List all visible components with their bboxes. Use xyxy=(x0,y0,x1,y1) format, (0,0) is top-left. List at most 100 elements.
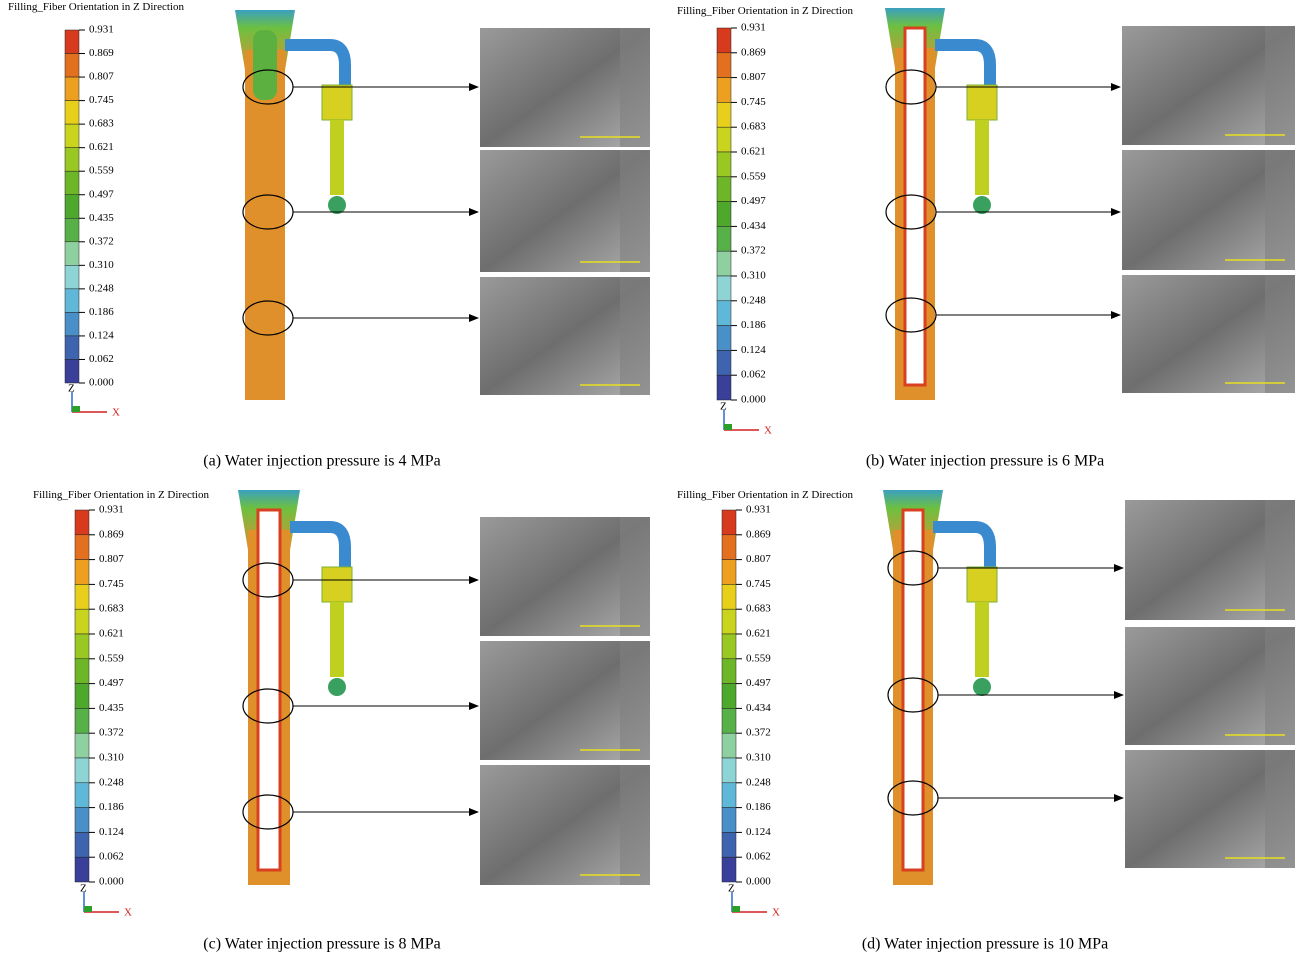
scale-segment xyxy=(722,659,736,684)
sem-edge xyxy=(620,150,650,272)
scale-label: 0.869 xyxy=(741,46,766,58)
scale-segment xyxy=(717,326,731,351)
overflow-box xyxy=(322,85,352,120)
scale-segment xyxy=(65,265,79,289)
scale-label: 0.559 xyxy=(741,170,766,182)
axis-x-label: X xyxy=(764,425,772,437)
scale-segment xyxy=(722,708,736,733)
axis-x-label: X xyxy=(124,907,132,919)
sem-edge xyxy=(620,641,650,760)
scale-segment xyxy=(722,609,736,634)
scale-label: 0.310 xyxy=(89,259,114,271)
scale-segment xyxy=(75,560,89,585)
sem-edge xyxy=(620,28,650,147)
scale-label: 0.310 xyxy=(741,270,766,282)
axis-z-label: Z xyxy=(80,883,87,895)
axis-origin xyxy=(724,424,732,430)
scale-segment xyxy=(717,102,731,127)
axis-origin xyxy=(84,906,92,912)
scale-label: 0.621 xyxy=(746,628,771,640)
scale-segment xyxy=(717,127,731,152)
scale-label: 0.000 xyxy=(99,876,124,888)
scale-label: 0.372 xyxy=(746,727,771,739)
scale-label: 0.931 xyxy=(746,504,771,516)
core xyxy=(253,30,277,100)
scale-label: 0.124 xyxy=(89,329,114,341)
scale-label: 0.434 xyxy=(746,702,771,714)
scale-segment xyxy=(65,77,79,101)
scale-segment xyxy=(65,101,79,125)
scale-label: 0.559 xyxy=(746,652,771,664)
scale-label: 0.000 xyxy=(746,876,771,888)
scale-segment xyxy=(75,758,89,783)
scale-segment xyxy=(65,30,79,54)
scale-label: 0.000 xyxy=(89,377,114,389)
scale-segment xyxy=(75,832,89,857)
sem-edge xyxy=(620,765,650,885)
scale-segment xyxy=(65,312,79,336)
scale-segment xyxy=(722,684,736,709)
scale-label: 0.248 xyxy=(89,282,114,294)
caption: (d) Water injection pressure is 10 MPa xyxy=(862,936,1108,953)
scale-segment xyxy=(75,733,89,758)
scale-label: 0.062 xyxy=(89,353,114,365)
scale-segment xyxy=(717,301,731,326)
runner xyxy=(290,527,345,567)
scale-segment xyxy=(75,857,89,882)
scale-segment xyxy=(75,510,89,535)
scale-label: 0.372 xyxy=(99,727,124,739)
scale-segment xyxy=(722,560,736,585)
scale-segment xyxy=(722,783,736,808)
scale-segment xyxy=(717,202,731,227)
scale-label: 0.186 xyxy=(741,319,766,331)
scale-label: 0.062 xyxy=(746,851,771,863)
scale-label: 0.683 xyxy=(89,118,114,130)
sem-edge xyxy=(620,277,650,395)
scale-label: 0.497 xyxy=(89,188,114,200)
scale-segment xyxy=(717,276,731,301)
scale-title: Filling_Fiber Orientation in Z Direction xyxy=(677,5,853,17)
scale-label: 0.124 xyxy=(746,826,771,838)
scale-label: 0.807 xyxy=(741,71,766,83)
scale-segment xyxy=(75,783,89,808)
scale-title: Filling_Fiber Orientation in Z Direction xyxy=(33,489,209,501)
overflow-end xyxy=(973,678,991,696)
axis-z-label: Z xyxy=(720,401,727,413)
overflow-stem xyxy=(975,120,989,195)
scale-label: 0.745 xyxy=(741,96,766,108)
scale-segment xyxy=(722,733,736,758)
scale-label: 0.186 xyxy=(99,801,124,813)
scale-segment xyxy=(722,808,736,833)
runner xyxy=(933,527,990,567)
scale-label: 0.497 xyxy=(746,677,771,689)
overflow-end xyxy=(328,196,346,214)
scale-label: 0.248 xyxy=(746,776,771,788)
scale-label: 0.931 xyxy=(741,22,766,34)
scale-label: 0.186 xyxy=(89,306,114,318)
scale-segment xyxy=(722,584,736,609)
overflow-stem xyxy=(330,602,344,677)
scale-label: 0.062 xyxy=(99,851,124,863)
runner xyxy=(285,45,345,85)
scale-label: 0.497 xyxy=(741,195,766,207)
scale-segment xyxy=(75,808,89,833)
sem-edge xyxy=(1265,750,1295,868)
overflow-end xyxy=(328,678,346,696)
scale-label: 0.435 xyxy=(99,702,124,714)
scale-label: 0.310 xyxy=(99,752,124,764)
scale-segment xyxy=(65,124,79,148)
sem-edge xyxy=(1265,26,1295,145)
figure: Filling_Fiber Orientation in Z Direction… xyxy=(0,0,1297,961)
scale-segment xyxy=(65,171,79,195)
axis-z-label: Z xyxy=(68,383,75,395)
scale-segment xyxy=(717,78,731,103)
scale-label: 0.186 xyxy=(746,801,771,813)
scale-label: 0.621 xyxy=(89,141,114,153)
overflow-box xyxy=(322,567,352,602)
axis-x-label: X xyxy=(772,907,780,919)
axis-origin xyxy=(72,406,80,412)
overflow-stem xyxy=(330,120,344,195)
scale-label: 0.434 xyxy=(741,220,766,232)
scale-segment xyxy=(75,684,89,709)
scale-label: 0.869 xyxy=(99,528,124,540)
